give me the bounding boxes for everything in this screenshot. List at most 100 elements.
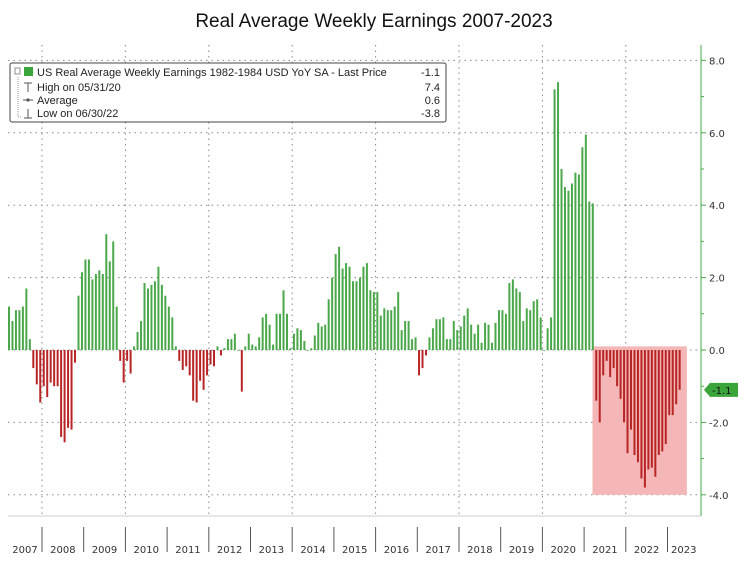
bar [424,350,427,356]
bar [671,350,674,416]
bar [53,350,56,387]
bar [268,324,271,350]
bar [324,324,327,350]
bar [553,89,556,351]
bar [67,350,70,428]
collapse-icon[interactable] [14,67,21,75]
bar [567,190,570,350]
x-tick-label: 2007 [12,545,37,556]
y-axis: 8.0 6.0 4.0 2.0 0.0 -2.0 -4.0 [701,56,729,502]
bar [213,350,216,367]
bar [247,333,250,350]
bar [588,201,591,350]
bar [133,346,136,350]
bar [334,254,337,350]
bar [602,350,605,376]
bar [386,310,389,350]
bar [661,350,664,452]
bar [146,288,149,350]
bar [397,292,400,350]
bar [605,350,608,361]
bar [331,277,334,350]
bar [216,346,219,350]
bar [369,290,372,350]
legend-high-label: High on 05/31/20 [37,82,121,94]
bar [522,321,525,350]
bar [362,266,365,350]
bar [570,183,573,350]
legend-high-value: 7.4 [425,82,440,94]
bar [306,350,309,351]
chart-title: Real Average Weekly Earnings 2007-2023 [195,11,552,32]
y-tick-label: -4.0 [709,491,729,502]
bar [477,324,480,350]
bar [157,266,160,350]
bar [491,342,494,350]
bar [643,350,646,488]
bar [261,317,264,350]
bar [21,306,24,350]
bar [289,348,292,350]
bar [223,348,226,350]
bar [299,330,302,350]
bar [282,290,285,350]
high-icon [24,82,32,92]
bar [341,268,344,350]
last-price-marker: -1.1 [704,382,738,397]
legend-series-value: -1.1 [421,67,440,79]
bar [616,350,619,387]
bar [98,270,101,350]
bar [49,350,52,383]
x-tick-label: 2011 [175,545,200,556]
y-tick-label: 4.0 [709,201,725,212]
bar [598,350,601,423]
bar [633,350,636,455]
bar [584,134,587,350]
bar [292,333,295,350]
bar [560,169,563,350]
bar [609,350,612,378]
bar [80,272,83,350]
bar [591,203,594,350]
x-tick-label: 2013 [259,545,284,556]
bar [515,288,518,350]
bar [237,350,240,351]
bar [226,339,229,350]
bar [192,350,195,401]
bar [46,350,49,398]
bar [70,350,73,430]
bar [101,273,104,350]
average-icon [23,98,33,102]
bar [612,350,615,369]
bar [310,348,313,350]
bar [459,326,462,350]
bar [202,350,205,390]
bar [623,350,626,423]
bar [91,279,94,350]
x-tick-label: 2023 [671,545,696,556]
bar [445,339,448,350]
bar [355,281,358,350]
bar [678,350,681,390]
bar [167,306,170,350]
bar [630,350,633,430]
bar [74,350,77,363]
bar [511,279,514,350]
bar [390,310,393,350]
bar [84,259,87,350]
bar [18,310,21,350]
bar [164,295,167,350]
bar [87,259,90,350]
x-tick-label: 2019 [509,545,534,556]
bar [626,350,629,454]
bar [640,350,643,479]
bar [358,277,361,350]
bar [285,313,288,350]
bar [42,350,45,387]
bar [452,321,455,350]
bar [352,281,355,350]
bar [206,350,209,376]
bar [320,326,323,350]
bar [275,313,278,350]
bar [188,350,191,376]
